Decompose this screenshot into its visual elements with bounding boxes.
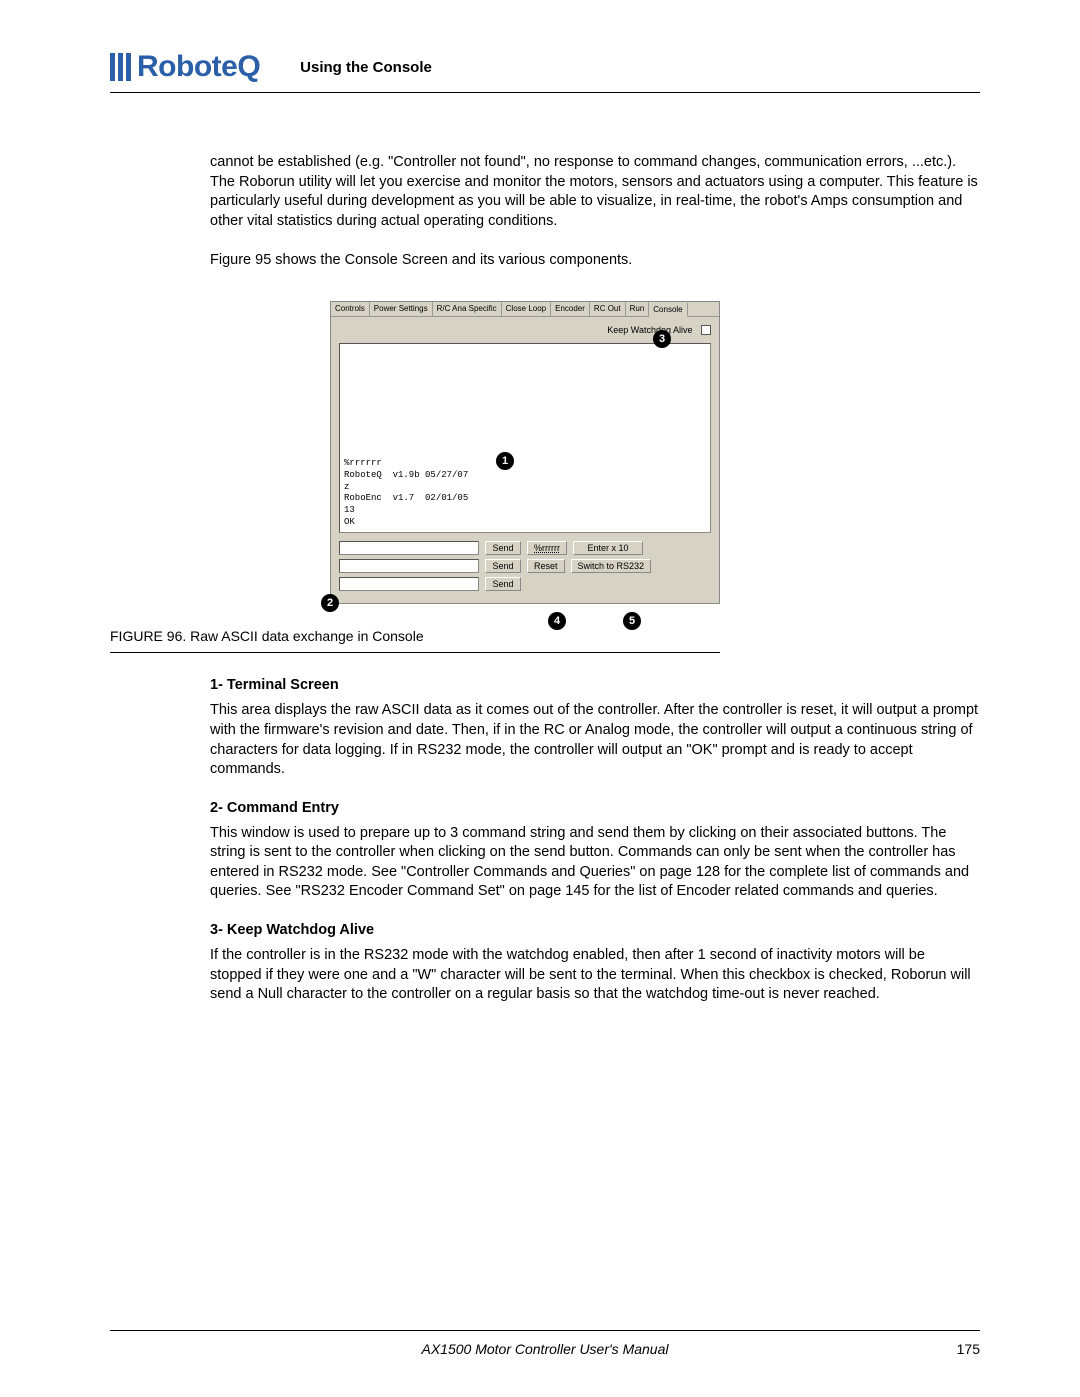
- tab-encoder[interactable]: Encoder: [551, 302, 590, 316]
- repeat-button[interactable]: %rrrrrr: [527, 541, 567, 555]
- command-input-2[interactable]: [339, 559, 479, 573]
- tab-controls[interactable]: Controls: [331, 302, 370, 316]
- callout-4: 4: [548, 612, 566, 630]
- caption-rule: [110, 652, 720, 653]
- manual-title: AX1500 Motor Controller User's Manual: [421, 1341, 668, 1357]
- sec2-head: 2- Command Entry: [210, 800, 980, 816]
- watchdog-label: Keep Watchdog Alive: [607, 325, 692, 335]
- tab-console[interactable]: Console: [649, 303, 687, 317]
- page-number: 175: [957, 1341, 980, 1357]
- watchdog-checkbox[interactable]: [701, 325, 711, 335]
- terminal-text: %rrrrrr RoboteQ v1.9b 05/27/07 z RoboEnc…: [344, 458, 468, 528]
- tab-power-settings[interactable]: Power Settings: [370, 302, 433, 316]
- callout-3: 3: [653, 330, 671, 348]
- command-input-1[interactable]: [339, 541, 479, 555]
- console-screenshot: 3 1 2 4 5 Controls Power Settings R/C An…: [330, 301, 720, 605]
- terminal-screen[interactable]: %rrrrrr RoboteQ v1.9b 05/27/07 z RoboEnc…: [339, 343, 711, 533]
- page-footer: AX1500 Motor Controller User's Manual 17…: [110, 1330, 980, 1357]
- figure-caption: FIGURE 96. Raw ASCII data exchange in Co…: [110, 628, 980, 644]
- tab-run[interactable]: Run: [626, 302, 650, 316]
- section-title: Using the Console: [300, 59, 432, 76]
- send-button-2[interactable]: Send: [485, 559, 521, 573]
- sec3-body: If the controller is in the RS232 mode w…: [210, 946, 980, 1005]
- sec3-head: 3- Keep Watchdog Alive: [210, 922, 980, 938]
- switch-rs232-button[interactable]: Switch to RS232: [571, 559, 652, 573]
- callout-1: 1: [496, 452, 514, 470]
- tab-close-loop[interactable]: Close Loop: [502, 302, 551, 316]
- command-input-3[interactable]: [339, 577, 479, 591]
- callout-5: 5: [623, 612, 641, 630]
- tab-bar: Controls Power Settings R/C Ana Specific…: [331, 302, 719, 317]
- logo: RoboteQ: [110, 50, 260, 84]
- intro-paragraph-1: cannot be established (e.g. "Controller …: [210, 153, 980, 231]
- send-button-1[interactable]: Send: [485, 541, 521, 555]
- send-button-3[interactable]: Send: [485, 577, 521, 591]
- reset-button[interactable]: Reset: [527, 559, 565, 573]
- logo-text: RoboteQ: [137, 50, 260, 84]
- logo-bars-icon: [110, 53, 131, 81]
- sec1-body: This area displays the raw ASCII data as…: [210, 701, 980, 779]
- intro-paragraph-2: Figure 95 shows the Console Screen and i…: [210, 251, 980, 271]
- tab-rc-ana[interactable]: R/C Ana Specific: [433, 302, 502, 316]
- callout-2: 2: [321, 594, 339, 612]
- sec2-body: This window is used to prepare up to 3 c…: [210, 824, 980, 902]
- enter-x10-button[interactable]: Enter x 10: [573, 541, 643, 555]
- tab-rc-out[interactable]: RC Out: [590, 302, 626, 316]
- sec1-head: 1- Terminal Screen: [210, 677, 980, 693]
- page-header: RoboteQ Using the Console: [110, 50, 980, 93]
